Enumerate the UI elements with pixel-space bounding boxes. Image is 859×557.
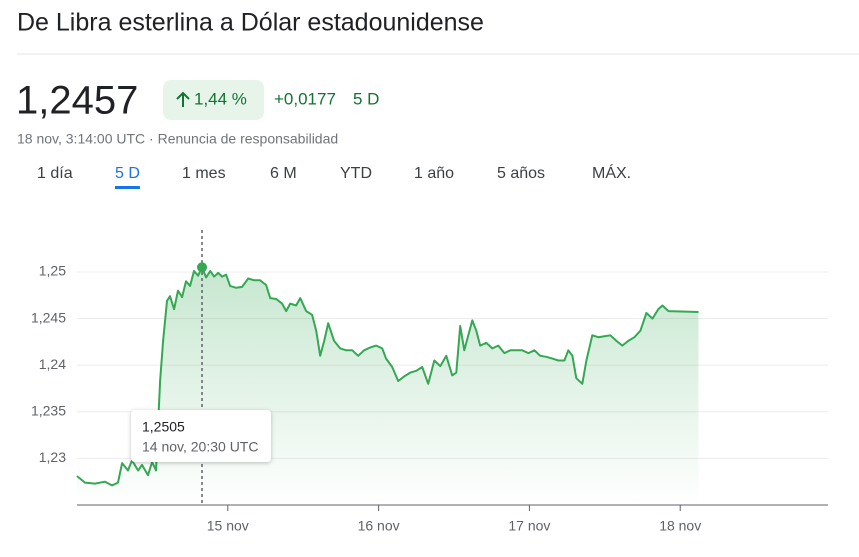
- x-tick-label: 18 nov: [659, 518, 701, 534]
- price-line: [76, 266, 699, 487]
- tab[interactable]: 5 D: [115, 165, 140, 182]
- y-tick-label: 1,25: [39, 263, 66, 279]
- y-tick-label: 1,245: [31, 309, 66, 325]
- up-arrow: [176, 91, 190, 107]
- change-pct: 1,44 %: [194, 89, 247, 108]
- x-tick-label: 16 nov: [358, 518, 400, 534]
- y-tick-label: 1,24: [39, 356, 66, 372]
- x-tick-label: 17 nov: [508, 518, 550, 534]
- tab[interactable]: 5 años: [497, 165, 545, 182]
- y-tick-label: 1,23: [39, 449, 66, 465]
- y-tick-label: 1,235: [31, 402, 66, 418]
- period: 5 D: [353, 89, 379, 108]
- chart: 1,23 1,235 1,24 1,245 1,25 15 nov 16 nov 17 nov…: [31, 230, 828, 534]
- tooltip-box: [131, 410, 271, 462]
- tab[interactable]: 6 M: [270, 165, 297, 182]
- timestamp: 18 nov, 3:14:00 UTC · Renuncia de respon…: [17, 131, 338, 147]
- tab[interactable]: 1 mes: [182, 165, 226, 182]
- tab[interactable]: 1 día: [37, 165, 73, 182]
- tab[interactable]: 1 año: [414, 165, 454, 182]
- tab-underline: [115, 186, 140, 189]
- tabs: 1 día 5 D 1 mes 6 M YTD 1 año 5 años MÁX.: [37, 163, 631, 189]
- tab[interactable]: MÁX.: [592, 163, 631, 182]
- x-tick-label: 15 nov: [207, 518, 249, 534]
- tab[interactable]: YTD: [340, 165, 372, 182]
- tooltip-value: 1,2505: [142, 419, 185, 435]
- hover-dot: [197, 262, 208, 273]
- area-fill: [77, 267, 699, 505]
- title: De Libra esterlina a Dólar estadounidens…: [17, 9, 484, 37]
- tooltip-time: 14 nov, 20:30 UTC: [142, 439, 258, 455]
- price: 1,2457: [16, 79, 138, 123]
- change-badge: [163, 80, 264, 120]
- change-abs: +0,0177: [274, 89, 336, 108]
